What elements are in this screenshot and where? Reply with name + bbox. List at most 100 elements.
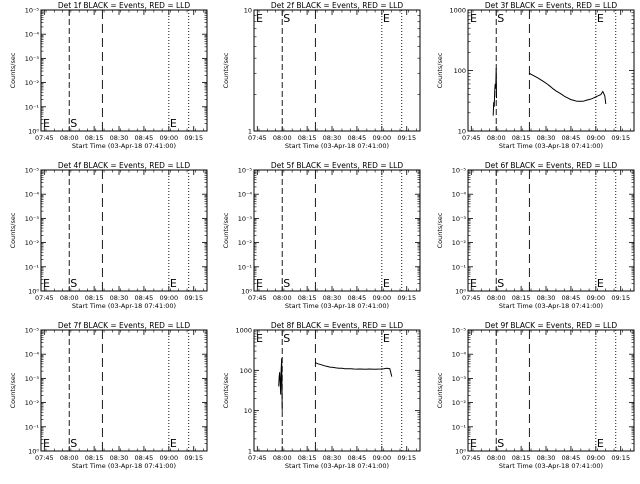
y-tick-label: 10⁻¹ (452, 263, 467, 271)
x-axis-label: Start Time (03-Apr-18 07:41:00) (285, 302, 389, 310)
y-tick-label: 1000 (449, 7, 466, 15)
x-tick-label: 07:45 (35, 134, 54, 142)
x-tick-label: 08:45 (562, 294, 581, 302)
x-axis-label: Start Time (03-Apr-18 07:41:00) (285, 142, 389, 150)
events-series-line (492, 67, 497, 116)
y-tick-label: 10⁻⁴ (25, 31, 40, 39)
x-tick-label: 08:45 (348, 134, 367, 142)
edge-marker: E (256, 277, 263, 290)
x-tick-label: 08:45 (135, 134, 154, 142)
x-tick-label: 08:15 (85, 294, 104, 302)
detector-panel-2: Det 2f BLACK = Events, RED = LLD Counts/s… (222, 1, 421, 150)
y-tick-label: 10⁻¹ (25, 423, 40, 431)
x-tick-label: 09:00 (372, 294, 391, 302)
y-tick-label: 10⁻² (452, 239, 467, 247)
detector-panel-8: Det 8f BLACK = Events, RED = LLD Counts/s… (222, 321, 421, 470)
x-tick-label: 08:30 (323, 134, 342, 142)
x-tick-label: 08:15 (298, 134, 317, 142)
x-tick-label: 08:30 (323, 294, 342, 302)
x-tick-label: 08:00 (60, 294, 79, 302)
x-tick-label: 08:45 (135, 294, 154, 302)
x-tick-label: 07:45 (248, 134, 267, 142)
x-tick-label: 08:00 (60, 134, 79, 142)
edge-marker: E (43, 277, 50, 290)
panel-title: Det 9f BLACK = Events, RED = LLD (485, 321, 618, 330)
y-tick-label: 10⁻⁴ (452, 351, 467, 359)
start-marker: S (70, 117, 77, 130)
x-tick-label: 08:30 (537, 294, 556, 302)
start-marker: S (283, 12, 290, 25)
x-tick-label: 08:00 (487, 294, 506, 302)
panel-title: Det 2f BLACK = Events, RED = LLD (271, 1, 404, 10)
end-marker: E (170, 117, 177, 130)
x-tick-label: 08:00 (273, 294, 292, 302)
end-marker: E (597, 277, 604, 290)
x-tick-label: 08:30 (110, 294, 129, 302)
y-tick-label: 1000 (235, 327, 252, 335)
edge-marker: E (43, 437, 50, 450)
plot-frame (467, 329, 635, 452)
x-tick-label: 09:00 (159, 294, 178, 302)
x-tick-label: 08:45 (562, 454, 581, 462)
edge-marker: E (256, 332, 263, 345)
y-axis-label: Counts/sec (9, 52, 17, 88)
x-tick-label: 08:30 (110, 454, 129, 462)
detector-panel-9: Det 9f BLACK = Events, RED = LLD Counts/s… (436, 321, 635, 470)
y-tick-label: 10⁻⁵ (25, 167, 40, 175)
end-marker: E (383, 277, 390, 290)
y-tick-label: 10⁻³ (238, 215, 253, 223)
y-tick-label: 10⁻⁴ (452, 191, 467, 199)
panel-title: Det 3f BLACK = Events, RED = LLD (485, 1, 618, 10)
x-tick-label: 09:00 (159, 454, 178, 462)
y-tick-label: 10⁻¹ (452, 423, 467, 431)
x-tick-label: 08:00 (60, 454, 79, 462)
y-tick-label: 10⁻⁴ (238, 191, 253, 199)
y-tick-label: 1 (248, 128, 252, 136)
edge-marker: E (256, 12, 263, 25)
x-tick-label: 09:15 (397, 294, 416, 302)
end-marker: E (597, 437, 604, 450)
x-tick-label: 07:45 (462, 294, 481, 302)
x-tick-label: 09:15 (397, 134, 416, 142)
y-tick-label: 10⁻³ (25, 215, 40, 223)
start-marker: S (70, 277, 77, 290)
end-marker: E (383, 332, 390, 345)
x-tick-label: 07:45 (462, 454, 481, 462)
x-axis-label: Start Time (03-Apr-18 07:41:00) (72, 302, 176, 310)
y-tick-label: 10⁻³ (452, 215, 467, 223)
detector-panel-5: Det 5f BLACK = Events, RED = LLD Counts/s… (222, 161, 421, 310)
x-tick-label: 08:15 (512, 294, 531, 302)
start-marker: S (283, 332, 290, 345)
y-tick-label: 10⁻⁴ (25, 191, 40, 199)
edge-marker: E (470, 12, 477, 25)
y-tick-label: 10⁻² (452, 399, 467, 407)
x-tick-label: 09:15 (611, 134, 630, 142)
panel-title: Det 7f BLACK = Events, RED = LLD (58, 321, 191, 330)
plot-frame (467, 169, 635, 292)
detector-panel-7: Det 7f BLACK = Events, RED = LLD Counts/s… (9, 321, 208, 470)
detector-panel-4: Det 4f BLACK = Events, RED = LLD Counts/s… (9, 161, 208, 310)
x-tick-label: 09:00 (159, 134, 178, 142)
y-tick-label: 10 (244, 7, 252, 15)
x-tick-label: 08:15 (298, 454, 317, 462)
y-axis-label: Counts/sec (9, 212, 17, 248)
y-tick-label: 10⁻⁵ (452, 327, 467, 335)
x-tick-label: 09:00 (372, 134, 391, 142)
x-tick-label: 08:15 (512, 134, 531, 142)
y-tick-label: 10⁻¹ (25, 263, 40, 271)
edge-marker: E (470, 437, 477, 450)
y-axis-label: Counts/sec (436, 52, 444, 88)
x-axis-label: Start Time (03-Apr-18 07:41:00) (285, 462, 389, 470)
x-tick-label: 08:15 (512, 454, 531, 462)
x-tick-label: 08:45 (562, 134, 581, 142)
end-marker: E (170, 277, 177, 290)
start-marker: S (497, 437, 504, 450)
start-marker: S (283, 277, 290, 290)
x-tick-label: 09:00 (372, 454, 391, 462)
y-tick-label: 10⁻³ (25, 55, 40, 63)
plot-frame (40, 329, 208, 452)
panel-title: Det 4f BLACK = Events, RED = LLD (58, 161, 191, 170)
x-tick-label: 09:15 (611, 294, 630, 302)
y-tick-label: 10⁻⁵ (25, 7, 40, 15)
